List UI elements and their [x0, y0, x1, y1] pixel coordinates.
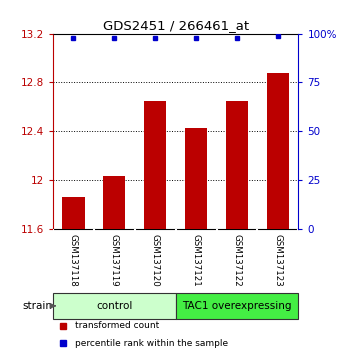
Text: GSM137122: GSM137122	[233, 234, 241, 287]
Bar	[226, 101, 248, 229]
Text: percentile rank within the sample: percentile rank within the sample	[75, 339, 228, 348]
Text: TAC1 overexpressing: TAC1 overexpressing	[182, 301, 292, 311]
Text: control: control	[96, 301, 132, 311]
Text: GSM137123: GSM137123	[273, 234, 282, 287]
Bar	[53, 293, 176, 319]
Text: GSM137120: GSM137120	[151, 234, 160, 287]
Bar	[176, 293, 298, 319]
Text: GSM137121: GSM137121	[192, 234, 201, 287]
Text: transformed count: transformed count	[75, 321, 159, 330]
Bar	[267, 73, 289, 229]
Title: GDS2451 / 266461_at: GDS2451 / 266461_at	[103, 19, 249, 33]
Text: GSM137119: GSM137119	[110, 234, 119, 287]
Bar	[144, 101, 166, 229]
Text: GSM137118: GSM137118	[69, 234, 78, 287]
Bar	[62, 196, 85, 229]
Bar	[103, 177, 125, 229]
Text: strain: strain	[22, 301, 52, 311]
Bar	[185, 128, 207, 229]
